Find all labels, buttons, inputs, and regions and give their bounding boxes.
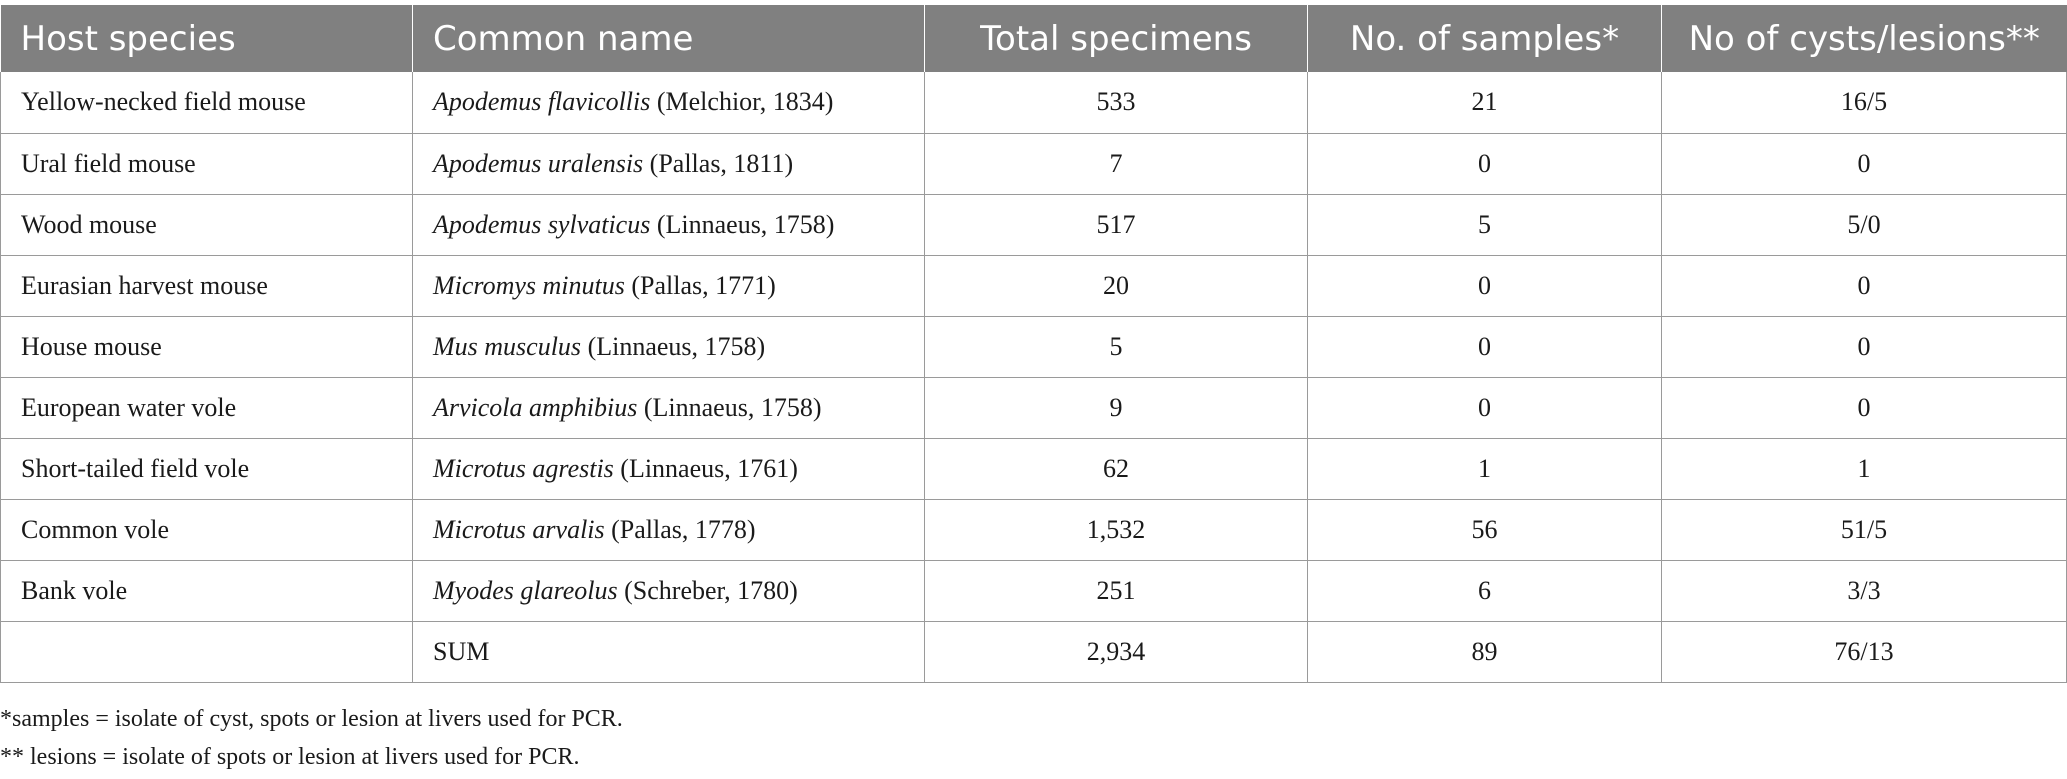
cell-no-of-samples: 6 [1307,559,1662,622]
table-row: Wood mouse Apodemus sylvaticus (Linnaeus… [0,193,2067,256]
authority: (Linnaeus, 1758) [581,331,766,361]
sum-no-of-cysts-lesions: 76/13 [1661,620,2067,683]
cell-no-of-samples: 21 [1307,72,1662,134]
header-common-name: Common name [412,5,925,72]
table-header-row: Host species Common name Total specimens… [0,5,2067,72]
cell-total-specimens: 251 [924,559,1308,622]
cell-no-of-samples: 56 [1307,498,1662,561]
scientific-name: Microtus agrestis [433,453,614,483]
sum-total-specimens: 2,934 [924,620,1308,683]
cell-no-of-samples: 5 [1307,193,1662,256]
authority: (Linnaeus, 1758) [650,209,835,239]
footnote-samples: *samples = isolate of cyst, spots or les… [0,706,623,732]
sum-row: SUM 2,934 89 76/13 [0,620,2067,683]
cell-total-specimens: 9 [924,376,1308,439]
sum-no-of-samples: 89 [1307,620,1662,683]
cell-no-of-cysts-lesions: 0 [1661,132,2067,195]
cell-common-name: Arvicola amphibius (Linnaeus, 1758) [412,376,925,439]
cell-common-name: Apodemus sylvaticus (Linnaeus, 1758) [412,193,925,256]
authority: (Pallas, 1771) [624,270,776,300]
scientific-name: Arvicola amphibius [433,392,638,422]
table-row: Yellow-necked field mouse Apodemus flavi… [0,72,2067,134]
authority: (Schreber, 1780) [617,575,798,605]
cell-total-specimens: 7 [924,132,1308,195]
cell-host-species: Wood mouse [0,193,413,256]
cell-common-name: Microtus arvalis (Pallas, 1778) [412,498,925,561]
host-species-table: Host species Common name Total specimens… [0,5,2067,683]
scientific-name: Micromys minutus [433,270,625,300]
authority: (Pallas, 1778) [604,514,756,544]
cell-common-name: Apodemus uralensis (Pallas, 1811) [412,132,925,195]
sum-label: SUM [412,620,925,683]
header-total-specimens: Total specimens [924,5,1308,72]
footnote-lesions: ** lesions = isolate of spots or lesion … [0,744,580,770]
cell-no-of-cysts-lesions: 0 [1661,376,2067,439]
cell-no-of-samples: 0 [1307,315,1662,378]
cell-total-specimens: 62 [924,437,1308,500]
cell-host-species: Eurasian harvest mouse [0,254,413,317]
table-row: Eurasian harvest mouse Micromys minutus … [0,254,2067,317]
authority: (Linnaeus, 1758) [637,392,822,422]
cell-no-of-samples: 0 [1307,254,1662,317]
table-row: Short-tailed field vole Microtus agresti… [0,437,2067,500]
scientific-name: Apodemus flavicollis [433,87,651,117]
authority: (Pallas, 1811) [643,148,794,178]
cell-no-of-samples: 1 [1307,437,1662,500]
scientific-name: Apodemus uralensis [433,148,644,178]
cell-total-specimens: 517 [924,193,1308,256]
header-no-of-samples: No. of samples* [1307,5,1662,72]
cell-common-name: Mus musculus (Linnaeus, 1758) [412,315,925,378]
cell-total-specimens: 5 [924,315,1308,378]
cell-common-name: Apodemus flavicollis (Melchior, 1834) [412,72,925,134]
cell-no-of-cysts-lesions: 5/0 [1661,193,2067,256]
cell-no-of-cysts-lesions: 16/5 [1661,72,2067,134]
cell-host-species-empty [0,620,413,683]
cell-no-of-cysts-lesions: 1 [1661,437,2067,500]
table-row: European water vole Arvicola amphibius (… [0,376,2067,439]
cell-no-of-cysts-lesions: 0 [1661,254,2067,317]
table-footnotes: *samples = isolate of cyst, spots or les… [0,700,623,776]
cell-host-species: Common vole [0,498,413,561]
cell-no-of-cysts-lesions: 3/3 [1661,559,2067,622]
cell-total-specimens: 533 [924,72,1308,134]
cell-total-specimens: 1,532 [924,498,1308,561]
cell-no-of-samples: 0 [1307,376,1662,439]
cell-no-of-cysts-lesions: 0 [1661,315,2067,378]
cell-no-of-cysts-lesions: 51/5 [1661,498,2067,561]
scientific-name: Myodes glareolus [433,575,618,605]
cell-common-name: Micromys minutus (Pallas, 1771) [412,254,925,317]
table-row: Bank vole Myodes glareolus (Schreber, 17… [0,559,2067,622]
cell-common-name: Myodes glareolus (Schreber, 1780) [412,559,925,622]
scientific-name: Apodemus sylvaticus [433,209,651,239]
cell-host-species: Ural field mouse [0,132,413,195]
cell-common-name: Microtus agrestis (Linnaeus, 1761) [412,437,925,500]
cell-host-species: European water vole [0,376,413,439]
authority: (Linnaeus, 1761) [613,453,798,483]
cell-host-species: House mouse [0,315,413,378]
cell-host-species: Yellow-necked field mouse [0,72,413,134]
specimen-table-container: Host species Common name Total specimens… [0,5,2067,683]
authority: (Melchior, 1834) [650,87,834,117]
table-row: Ural field mouse Apodemus uralensis (Pal… [0,132,2067,195]
cell-total-specimens: 20 [924,254,1308,317]
cell-host-species: Short-tailed field vole [0,437,413,500]
table-row: Common vole Microtus arvalis (Pallas, 17… [0,498,2067,561]
table-row: House mouse Mus musculus (Linnaeus, 1758… [0,315,2067,378]
scientific-name: Microtus arvalis [433,514,605,544]
cell-host-species: Bank vole [0,559,413,622]
header-no-of-cysts-lesions: No of cysts/lesions** [1661,5,2067,72]
scientific-name: Mus musculus [433,331,582,361]
cell-no-of-samples: 0 [1307,132,1662,195]
header-host-species: Host species [0,5,413,72]
